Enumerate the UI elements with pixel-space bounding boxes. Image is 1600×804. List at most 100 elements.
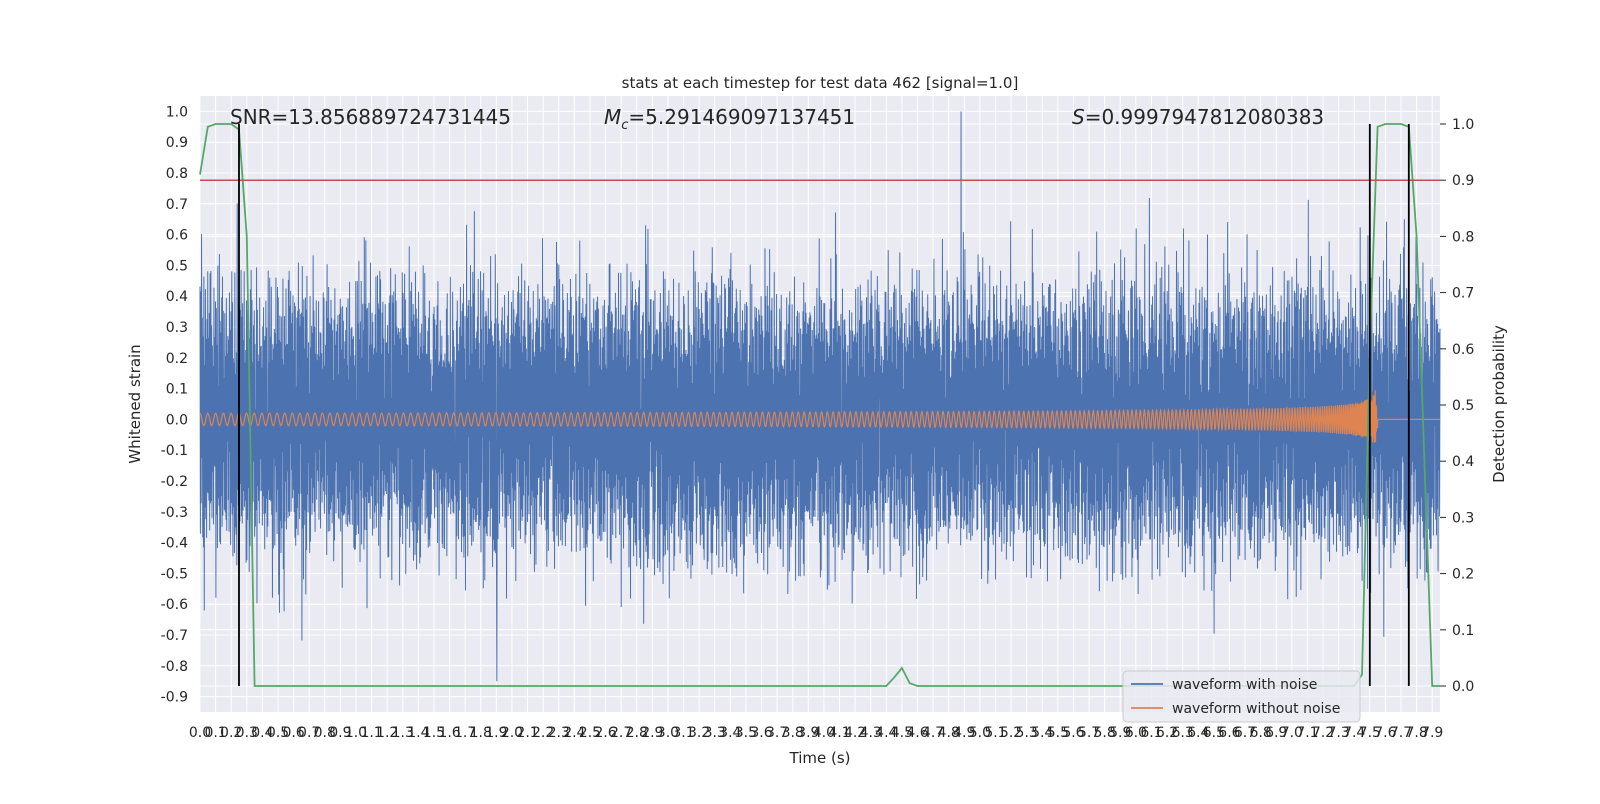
line-detection-probability [199,123,1440,687]
y-axis-label-left: Whitened strain [126,344,144,463]
y-tick-label-right: 0.6 [1452,342,1474,358]
y-tick-label-left: -0.2 [161,474,188,490]
x-tick-label: 6.1 [1140,725,1162,741]
y-tick-label-right: 0.5 [1452,398,1474,414]
y-tick-label-right: 0.0 [1452,679,1474,695]
x-tick-label: 0.9 [329,725,351,741]
y-tick-label-left: 0.9 [166,135,188,151]
y-tick-label-right: 1.0 [1452,117,1474,133]
x-tick-label: 1.4 [407,725,429,741]
x-tick-label: 1.0 [345,725,367,741]
line-waveform-with-noise [199,111,1441,682]
y-tick-label-left: 0.2 [166,351,188,367]
tick-labels: 0.00.10.20.30.40.50.60.70.80.91.01.11.21… [161,104,1475,741]
x-tick-label: 7.3 [1327,725,1349,741]
x-tick-label: 4.9 [953,725,975,741]
y-tick-label-left: -0.7 [161,628,188,644]
x-tick-label: 6.4 [1187,725,1209,741]
x-tick-label: 2.6 [594,725,616,741]
x-tick-label: 7.8 [1405,725,1427,741]
x-tick-label: 2.5 [579,725,601,741]
x-tick-label: 3.8 [782,725,804,741]
x-tick-label: 0.2 [220,725,242,741]
x-tick-label: 7.9 [1421,725,1443,741]
y-tick-label-right: 0.3 [1452,510,1474,526]
x-tick-label: 5.6 [1062,725,1084,741]
x-tick-label: 3.4 [719,725,741,741]
annotation-s-value: =0.9997947812080383 [1085,105,1324,129]
y-tick-label-right: 0.9 [1452,173,1474,189]
x-tick-label: 5.2 [1000,725,1022,741]
x-tick-label: 5.9 [1109,725,1131,741]
line-waveform-without-noise [199,390,1440,443]
x-tick-label: 4.1 [828,725,850,741]
x-tick-label: 3.5 [735,725,757,741]
series-waveform-with-noise [199,111,1441,682]
x-tick-label: 2.7 [610,725,632,741]
x-tick-label: 1.1 [360,725,382,741]
series-detection-probability [199,123,1440,687]
legend-label-noise: waveform with noise [1172,677,1317,693]
x-tick-label: 5.7 [1078,725,1100,741]
y-tick-label-right: 0.7 [1452,286,1474,302]
y-tick-label-left: 0.6 [166,228,188,244]
annotation-snr: SNR=13.856889724731445 [230,105,511,129]
x-tick-label: 3.9 [797,725,819,741]
series-waveform-without-noise [199,390,1440,443]
x-tick-label: 0.0 [189,725,211,741]
x-tick-label: 1.3 [392,725,414,741]
y-tick-label-left: -0.4 [161,536,188,552]
x-tick-label: 7.2 [1312,725,1334,741]
x-tick-label: 4.2 [844,725,866,741]
x-tick-label: 6.3 [1172,725,1194,741]
x-tick-label: 1.6 [438,725,460,741]
x-tick-label: 1.7 [454,725,476,741]
x-tick-label: 3.1 [672,725,694,741]
y-tick-label-left: 1.0 [166,104,188,120]
x-tick-label: 0.8 [314,725,336,741]
x-tick-label: 7.5 [1359,725,1381,741]
x-tick-label: 6.9 [1265,725,1287,741]
x-tick-label: 2.2 [532,725,554,741]
x-axis-label: Time (s) [789,749,851,767]
x-tick-label: 5.8 [1094,725,1116,741]
x-tick-label: 2.9 [641,725,663,741]
legend-label-clean: waveform without noise [1172,701,1340,717]
x-tick-label: 1.8 [470,725,492,741]
y-tick-label-left: 0.8 [166,166,188,182]
x-tick-label: 0.6 [282,725,304,741]
y-tick-label-left: 0.7 [166,197,188,213]
y-tick-label-right: 0.4 [1452,454,1474,470]
y-tick-label-left: 0.1 [166,382,188,398]
annotation-chirp-mass: Mc=5.291469097137451 [604,105,855,133]
x-tick-label: 4.6 [906,725,928,741]
x-tick-label: 5.0 [969,725,991,741]
x-tick-label: 6.0 [1125,725,1147,741]
x-tick-label: 0.7 [298,725,320,741]
threshold-and-markers [200,124,1440,686]
y-tick-label-left: -0.6 [161,597,188,613]
x-tick-label: 4.5 [891,725,913,741]
x-tick-label: 4.3 [860,725,882,741]
x-tick-label: 7.6 [1374,725,1396,741]
x-tick-label: 2.1 [516,725,538,741]
x-tick-label: 7.4 [1343,725,1365,741]
x-tick-label: 6.6 [1218,725,1240,741]
y-axis-label-right: Detection probability [1490,325,1508,483]
x-tick-label: 0.4 [251,725,273,741]
x-tick-label: 5.4 [1031,725,1053,741]
y-tick-label-right: 0.1 [1452,623,1474,639]
x-tick-label: 0.3 [236,725,258,741]
x-tick-label: 7.1 [1296,725,1318,741]
x-tick-label: 3.3 [704,725,726,741]
x-tick-label: 6.5 [1203,725,1225,741]
x-tick-label: 2.8 [626,725,648,741]
x-tick-label: 7.7 [1390,725,1412,741]
x-tick-label: 7.0 [1281,725,1303,741]
x-tick-label: 3.0 [657,725,679,741]
x-tick-label: 1.2 [376,725,398,741]
y-tick-label-right: 0.8 [1452,229,1474,245]
x-tick-label: 4.8 [938,725,960,741]
annotation-chirp-mass-value: =5.291469097137451 [628,105,855,129]
